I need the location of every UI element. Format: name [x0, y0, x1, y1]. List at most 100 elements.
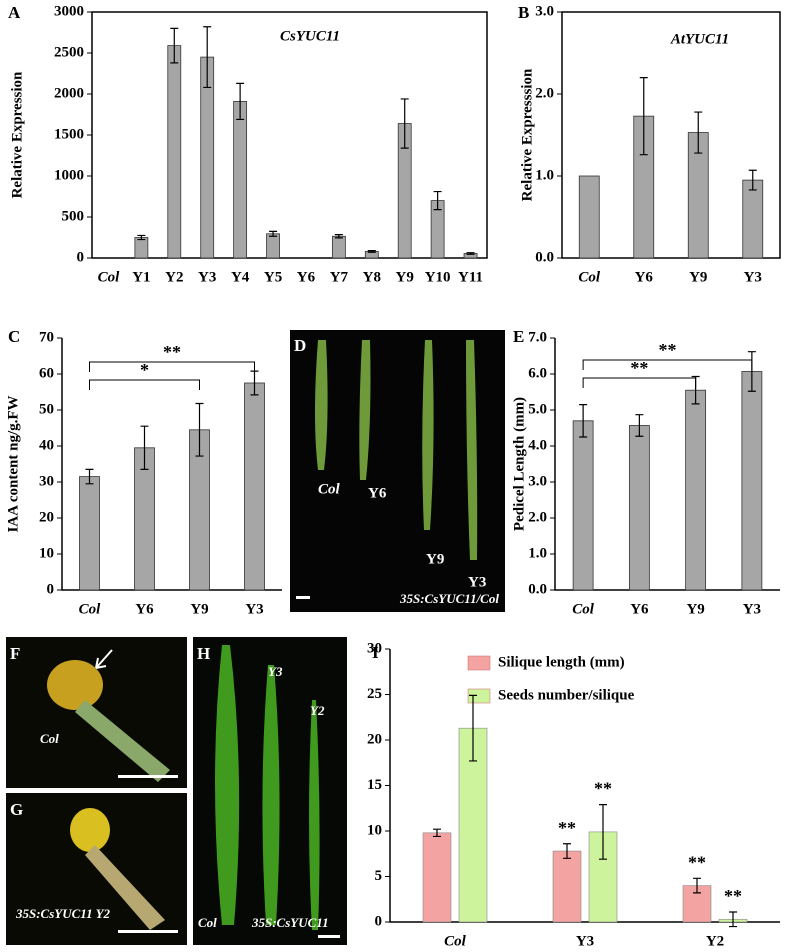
- y-tick-label: 2000: [54, 85, 84, 101]
- x-tick-label: Y9: [396, 269, 414, 285]
- bar: [167, 45, 182, 259]
- stigma: [47, 660, 103, 710]
- significance-bracket: [582, 359, 753, 370]
- panel-label: C: [8, 327, 20, 346]
- error-bar: [85, 468, 94, 485]
- photo-label: Y9: [426, 551, 444, 567]
- bar: [233, 100, 248, 259]
- x-tick-label: Y9: [190, 601, 208, 617]
- bar: [741, 371, 763, 591]
- y-tick-label: 0.0: [535, 249, 554, 265]
- scale-bar: [118, 775, 178, 778]
- photo-label: 35S:CsYUC11/Col: [399, 591, 499, 606]
- y-tick-label: 30: [39, 473, 54, 489]
- panel-label: E: [513, 327, 524, 346]
- photo-label: Col: [198, 915, 217, 930]
- error-bar: [466, 252, 475, 255]
- x-tick-label: Y6: [630, 601, 649, 617]
- bar: [134, 237, 149, 259]
- error-bar: [694, 111, 703, 154]
- y-tick-label: 20: [39, 509, 54, 525]
- significance-label: **: [630, 358, 648, 378]
- stigma: [70, 808, 110, 852]
- y-tick-label: 3.0: [528, 473, 547, 489]
- significance-label: *: [140, 360, 149, 380]
- y-tick-label: 10: [367, 822, 382, 838]
- chart-B: B AtYUC11 Relative Expresssion 0.0 1.0 2.0 3.0…: [518, 3, 781, 285]
- y-tick-label: 40: [39, 437, 54, 453]
- error-bar: [433, 828, 441, 838]
- error-bar: [140, 425, 149, 470]
- chart-A: A CsYUC11 Relative Expression 0 500 1000 1500 2…: [8, 3, 488, 285]
- x-tick-label: Y9: [689, 269, 707, 285]
- y-axis-label: Relative Expression: [9, 71, 25, 198]
- error-bar: [693, 877, 701, 894]
- y-tick-label: 30: [367, 640, 382, 656]
- x-tick-label: Col: [572, 601, 595, 617]
- x-tick-label: Y3: [576, 933, 594, 949]
- x-tick-label: Y4: [231, 269, 250, 285]
- error-bar: [269, 230, 278, 237]
- chart-title: AtYUC11: [670, 31, 729, 47]
- x-tick-label: Y1: [132, 269, 150, 285]
- bar: [266, 233, 280, 259]
- x-tick-label: Col: [578, 269, 601, 285]
- x-tick-label: Col: [444, 933, 467, 949]
- panel-label: I: [372, 643, 379, 662]
- scale-bar: [296, 596, 310, 599]
- y-tick-label: 1.0: [535, 167, 554, 183]
- x-tick-label: Y6: [635, 269, 654, 285]
- error-bar: [748, 169, 757, 191]
- significance-label: **: [163, 342, 181, 362]
- error-bar: [203, 26, 212, 89]
- error-bar: [469, 694, 477, 762]
- panel-label: F: [10, 644, 20, 663]
- significance-bracket: [89, 361, 255, 372]
- y-tick-label: 0.0: [528, 581, 547, 597]
- chart-title: CsYUC11: [280, 28, 340, 44]
- panel-label: H: [197, 644, 210, 663]
- y-tick-label: 20: [367, 731, 382, 747]
- y-tick-label: 1.0: [528, 545, 547, 561]
- plot-frame: [561, 11, 781, 259]
- y-tick-label: 5: [375, 868, 383, 884]
- error-bar: [599, 804, 607, 860]
- photo-label: Col: [40, 731, 59, 746]
- photo-label: 35S:CsYUC11: [251, 915, 329, 930]
- significance-label: **: [594, 779, 612, 799]
- scale-bar: [318, 935, 340, 938]
- y-axis-label: Relative Expresssion: [519, 68, 535, 201]
- y-tick-label: 10: [39, 545, 54, 561]
- error-bar: [635, 414, 644, 437]
- photo-label: Y6: [368, 485, 387, 501]
- photo-H: H Y3 Y2 Col 35S:CsYUC11: [197, 644, 329, 930]
- y-tick-label: 1000: [54, 167, 84, 183]
- chart-I: I 0 5 10 15 20 25 30 Col Y3 Y2 Silique length (mm) S…: [367, 640, 780, 949]
- significance-bracket: [89, 379, 200, 390]
- error-bar: [433, 190, 442, 211]
- photo-G: G 35S:CsYUC11 Y2: [10, 800, 111, 921]
- error-bar: [170, 27, 179, 64]
- y-tick-label: 25: [367, 686, 382, 702]
- x-tick-label: Y9: [686, 601, 704, 617]
- x-tick-label: Y2: [165, 269, 183, 285]
- y-tick-label: 3.0: [535, 3, 554, 19]
- chart-C: C IAA content ng/g.FW 0 10 20 30 40 50 60 70 Col Y6…: [5, 327, 282, 617]
- y-tick-label: 50: [39, 401, 54, 417]
- error-bar: [334, 234, 343, 239]
- photo-label: Y2: [310, 703, 325, 718]
- y-tick-label: 3000: [54, 3, 84, 19]
- bar: [244, 382, 265, 591]
- y-tick-label: 2.0: [535, 85, 554, 101]
- silique: [85, 845, 165, 930]
- panel-label: B: [518, 3, 529, 22]
- panel-label: D: [294, 336, 306, 355]
- x-tick-label: Y3: [744, 269, 762, 285]
- siliques: [215, 645, 320, 930]
- chart-E: E Pedicel Length (mm) 0.0 1.0 2.0 3.0 4.0 5.0 6.…: [511, 327, 780, 617]
- x-tick-label: Y6: [135, 601, 154, 617]
- error-bar: [563, 843, 571, 859]
- y-tick-label: 2.0: [528, 509, 547, 525]
